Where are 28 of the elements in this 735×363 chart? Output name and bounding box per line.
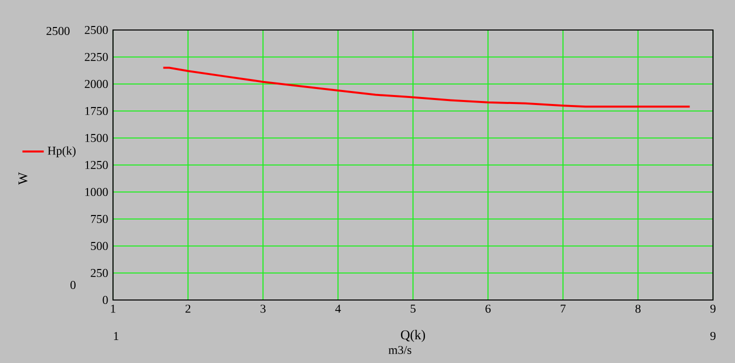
x-tick-label: 8 [635,304,641,313]
y-tick-label: 2500 [84,26,108,34]
y-tick-label: 2250 [84,52,108,62]
x-tick-label: 6 [486,304,491,313]
y-axis-title: W [18,172,28,185]
y-tick-label: 1250 [85,160,108,170]
text: 0 [70,280,76,290]
x-tick-label: 9 [710,304,716,313]
x-tick-label: 2 [186,304,190,313]
text: 1 [114,332,118,340]
y-tick-label: 0 [102,296,108,304]
y-tick-label: 1500 [85,134,108,142]
x-tick-label: 7 [560,304,566,313]
y-tick-label: 250 [90,268,108,278]
x-tick-label: 5 [410,304,416,313]
x-tick-label: 3 [260,304,266,313]
y-tick-label: 1000 [85,188,108,196]
y-tick-label: 1750 [85,106,108,116]
text: 2500 [46,26,70,36]
y-tick-label: 750 [91,214,108,224]
x-tick-label: 1 [111,304,116,313]
text: m3/s [388,346,412,354]
y-tick-label: 500 [90,242,108,250]
x-axis-title: Q(k) [400,330,425,342]
y-tick-label: 2000 [84,80,108,88]
legend-label: Hp(k) [48,146,76,158]
x-tick-label: 4 [335,304,341,313]
text: 9 [710,332,716,340]
